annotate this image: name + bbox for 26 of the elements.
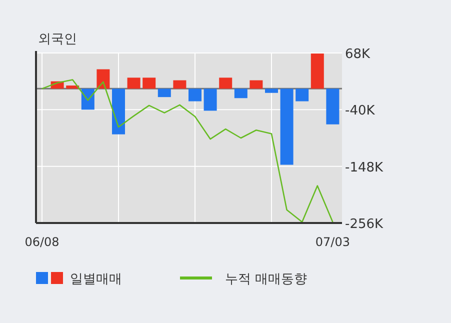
bar xyxy=(204,88,217,111)
y-tick-label: -256K xyxy=(345,217,384,232)
bar xyxy=(142,78,156,89)
y-tick-label: 68K xyxy=(345,47,371,62)
bar xyxy=(234,88,248,98)
bar xyxy=(96,69,110,89)
bar xyxy=(265,88,278,93)
line-series xyxy=(41,79,334,223)
bar xyxy=(219,78,232,89)
chart-title: 외국인 xyxy=(38,32,77,47)
bar xyxy=(250,80,263,89)
bar xyxy=(173,80,186,89)
legend-label: 누적 매매동향 xyxy=(225,272,308,287)
bar xyxy=(296,88,309,102)
y-tick-label: -40K xyxy=(345,104,376,119)
bar xyxy=(112,88,125,134)
bar xyxy=(188,88,202,102)
legend-label: 일별매매 xyxy=(70,272,122,287)
bar xyxy=(158,88,171,98)
bar xyxy=(326,88,340,124)
bar xyxy=(127,78,140,89)
bar xyxy=(280,88,294,165)
x-tick-label: 07/03 xyxy=(315,235,350,249)
y-tick-label: -148K xyxy=(345,160,384,176)
bar xyxy=(310,54,324,89)
x-tick-label: 06/08 xyxy=(24,235,60,249)
